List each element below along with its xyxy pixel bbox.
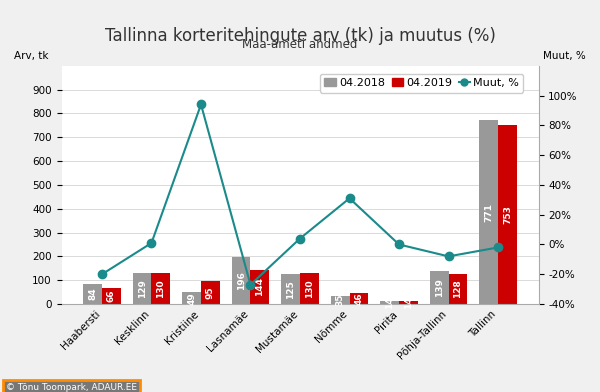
Text: 125: 125 [286,280,295,299]
Bar [430,271,449,304]
Text: 139: 139 [434,278,443,297]
Legend: 04.2018, 04.2019, Muut, %: 04.2018, 04.2019, Muut, % [320,74,523,93]
Text: 84: 84 [88,288,97,300]
Bar [350,293,368,304]
Bar [479,120,498,304]
Text: 66: 66 [107,290,116,303]
Text: 753: 753 [503,205,512,224]
Bar [380,301,399,304]
Bar [331,296,350,304]
Title: Tallinna korteritehingute arv (tk) ja muutus (%): Tallinna korteritehingute arv (tk) ja mu… [104,27,496,45]
Text: Maa-ameti andmed: Maa-ameti andmed [242,38,358,51]
Bar [232,257,250,304]
Text: 14: 14 [404,296,413,309]
Bar [102,289,121,304]
Text: 49: 49 [187,292,196,305]
Bar [498,125,517,304]
Bar [281,274,300,304]
Text: 95: 95 [206,287,215,299]
Text: 130: 130 [157,279,166,298]
Text: 144: 144 [256,278,265,296]
Bar [83,284,102,304]
Text: Arv, tk: Arv, tk [14,51,49,61]
Bar [300,273,319,304]
Bar [399,301,418,304]
Bar [182,292,201,304]
Text: 129: 129 [137,279,146,298]
Text: 130: 130 [305,279,314,298]
Bar [151,273,170,304]
Text: 46: 46 [355,292,364,305]
Text: 128: 128 [454,279,463,298]
Text: Muut, %: Muut, % [544,51,586,61]
Bar [250,270,269,304]
Text: 196: 196 [236,271,245,290]
Text: 14: 14 [385,296,394,309]
Text: 35: 35 [335,294,344,306]
Bar [201,281,220,304]
Text: © Tõnu Toompark, ADAUR.EE: © Tõnu Toompark, ADAUR.EE [6,383,137,392]
Bar [449,274,467,304]
Bar [133,273,151,304]
Text: 771: 771 [484,203,493,222]
